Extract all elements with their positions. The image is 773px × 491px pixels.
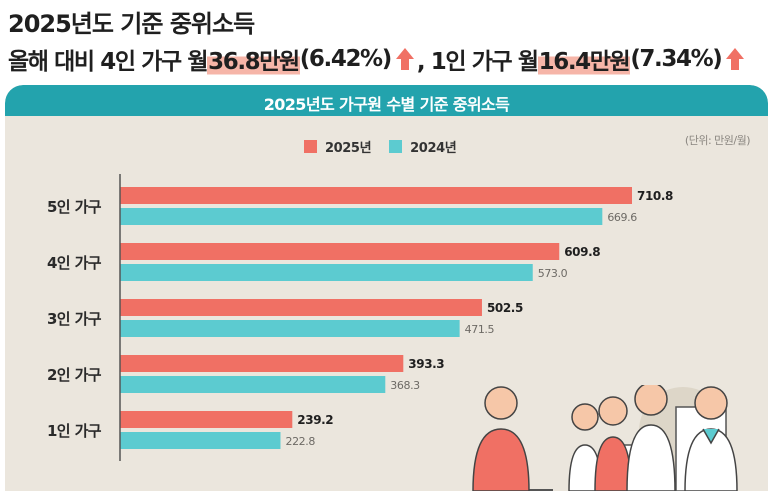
legend-swatch-2024 <box>389 140 403 153</box>
bar-2024 <box>120 320 460 337</box>
mother-figure-icon <box>634 385 668 416</box>
category-label: 2인 가구 <box>47 366 102 384</box>
value-label-2024: 368.3 <box>390 379 420 392</box>
highlight-4person-increase: 36.8만원 <box>207 42 300 76</box>
chart-panel: 2025년도 가구원 수별 기준 중위소득 (단위: 만원/월) 2025년 2… <box>5 85 768 491</box>
bar-2024 <box>120 208 603 225</box>
bar-2025 <box>120 355 404 372</box>
bar-2025 <box>120 411 293 428</box>
percent-4person: (6.42%) <box>299 46 392 72</box>
percent-1person: (7.34%) <box>630 46 722 72</box>
value-label-2024: 669.6 <box>607 211 637 224</box>
value-label-2025: 393.3 <box>408 357 444 371</box>
chart-header: 2025년도 가구원 수별 기준 중위소득 <box>5 85 768 116</box>
up-arrow-icon <box>395 48 414 70</box>
subtitle-prefix: 올해 대비 4인 가구 월 <box>8 49 209 75</box>
category-label: 4인 가구 <box>47 254 102 272</box>
legend-item-2025: 2025년 <box>304 137 372 156</box>
bar-2025 <box>120 243 560 260</box>
chart-title: 2025년도 가구원 수별 기준 중위소득 <box>263 95 510 114</box>
bar-2024 <box>120 376 386 393</box>
category-label: 5인 가구 <box>47 198 102 216</box>
legend-item-2024: 2024년 <box>389 137 457 156</box>
category-label: 3인 가구 <box>47 310 102 328</box>
bar-2024 <box>120 432 281 449</box>
grandfather-figure-icon <box>694 386 728 420</box>
legend-label-2025: 2025년 <box>325 141 372 156</box>
page-title: 2025년도 기준 중위소득 <box>8 10 255 38</box>
value-label-2025: 502.5 <box>487 301 523 315</box>
subtitle-mid: , 1인 가구 월 <box>416 49 539 75</box>
bar-2025 <box>120 299 482 316</box>
value-label-2024: 471.5 <box>465 323 495 336</box>
father-figure-icon <box>484 386 518 420</box>
page-subtitle: 올해 대비 4인 가구 월 36.8만원 (6.42%) , 1인 가구 월 1… <box>8 42 747 76</box>
baby-figure-icon <box>571 403 599 431</box>
unit-label: (단위: 만원/월) <box>684 134 751 147</box>
category-label: 1인 가구 <box>47 422 102 440</box>
child-figure-icon <box>598 396 628 426</box>
value-label-2024: 222.8 <box>285 435 315 448</box>
chart-legend: 2025년 2024년 <box>304 137 474 156</box>
up-arrow-icon <box>726 48 745 70</box>
legend-label-2024: 2024년 <box>410 141 457 156</box>
value-label-2025: 710.8 <box>637 189 673 203</box>
family-illustration <box>472 385 738 491</box>
value-label-2025: 609.8 <box>564 245 600 259</box>
bar-2025 <box>120 187 632 204</box>
value-label-2024: 573.0 <box>538 267 568 280</box>
highlight-1person-increase: 16.4만원 <box>537 42 631 76</box>
value-label-2025: 239.2 <box>297 413 333 427</box>
legend-swatch-2025 <box>304 140 317 153</box>
bar-2024 <box>120 264 533 281</box>
